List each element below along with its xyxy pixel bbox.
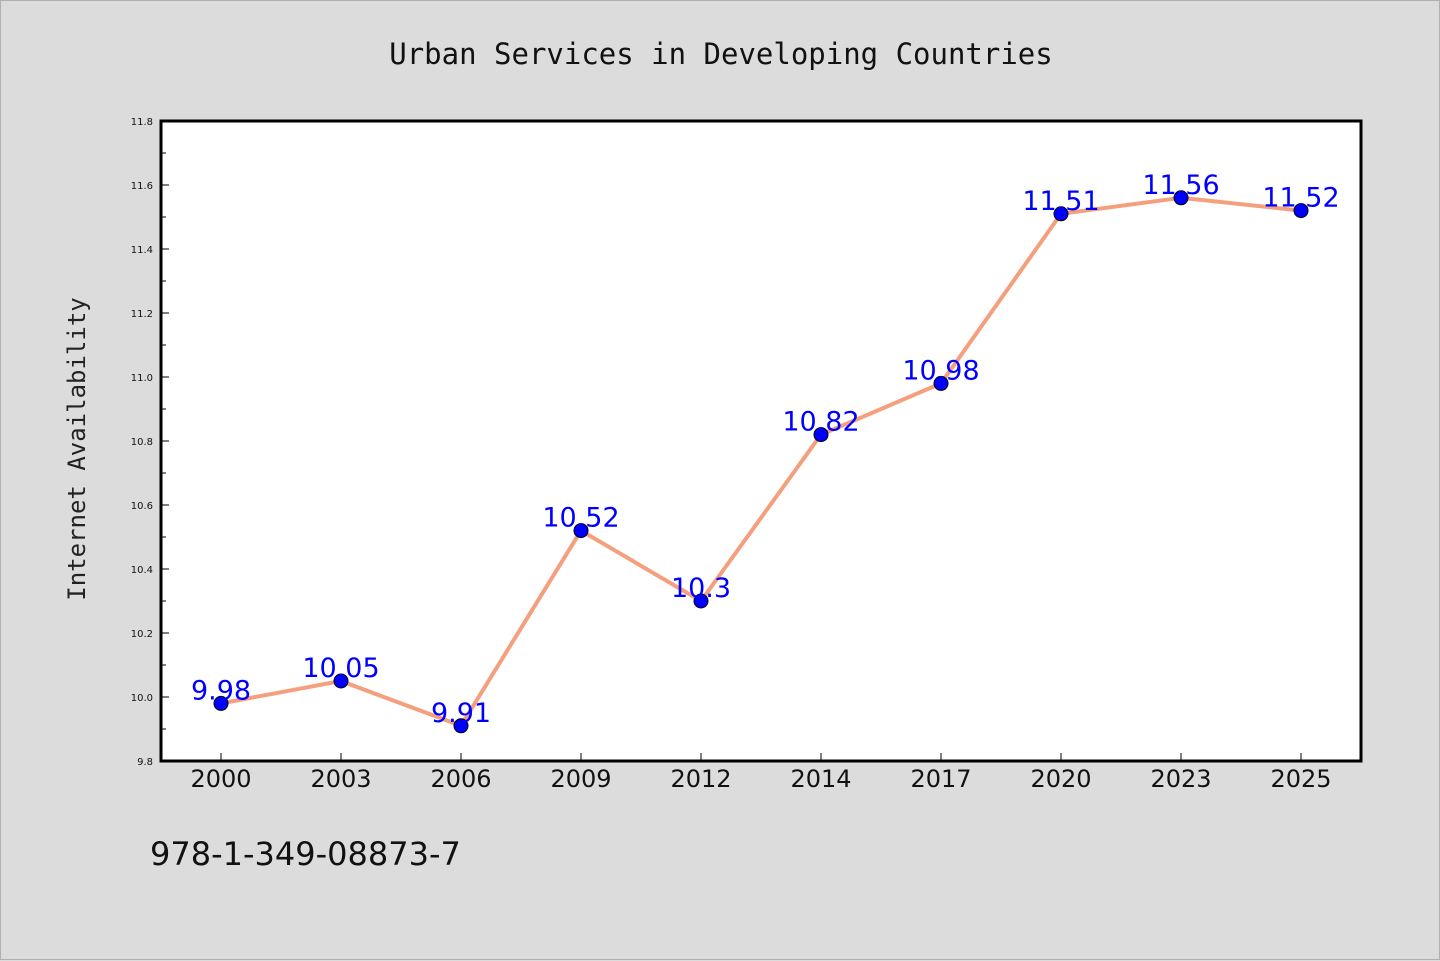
y-tick-label: 11.4 — [131, 245, 153, 256]
x-tick-label: 2020 — [1030, 765, 1091, 793]
y-tick-label: 11.6 — [131, 181, 153, 192]
data-point — [693, 593, 709, 609]
x-tick-label: 2017 — [910, 765, 971, 793]
y-tick-label: 10.6 — [131, 501, 153, 512]
x-tick-label: 2006 — [430, 765, 491, 793]
plot-area — [159, 119, 1363, 763]
data-point — [333, 673, 349, 689]
data-point — [1293, 203, 1309, 219]
data-point — [573, 523, 589, 539]
data-label: 9.91 — [431, 698, 491, 729]
series-line — [220, 195, 1302, 728]
data-point — [213, 695, 229, 711]
data-labels-group: 9.98 10.05 9.91 10.52 10.3 10.82 10.98 11.51 11.… — [191, 170, 1340, 729]
footer-isbn: 978-1-349-08873-7 — [150, 835, 461, 873]
data-label: 11.51 — [1022, 186, 1099, 217]
data-label: 10.05 — [302, 653, 379, 684]
data-point — [1053, 206, 1069, 222]
data-label: 10.82 — [782, 407, 859, 438]
y-axis-label: Internet Availability — [63, 297, 91, 600]
data-point — [933, 375, 949, 391]
y-tick-label: 11.8 — [131, 117, 153, 128]
x-tick-label: 2012 — [670, 765, 731, 793]
x-tick-label: 2003 — [310, 765, 371, 793]
y-tick-label: 10.4 — [131, 565, 153, 576]
y-tick-label: 9.8 — [137, 757, 153, 768]
x-axis: 2000 2003 2006 2009 2012 2014 2017 2020 2023 2025 — [190, 753, 1332, 793]
x-tick-label: 2023 — [1150, 765, 1211, 793]
y-tick-label: 11.2 — [131, 309, 153, 320]
data-label: 11.56 — [1142, 170, 1219, 201]
x-tick-label: 2025 — [1270, 765, 1331, 793]
x-tick-label: 2000 — [190, 765, 251, 793]
y-tick-label: 11.0 — [131, 373, 153, 384]
y-tick-label: 10.0 — [131, 693, 153, 704]
chart-title: Urban Services in Developing Countries — [389, 37, 1052, 71]
x-tick-label: 2009 — [550, 765, 611, 793]
y-tick-label: 10.8 — [131, 437, 153, 448]
data-label: 10.3 — [671, 573, 731, 604]
series-line-group — [220, 195, 1302, 728]
y-axis: 9.8 10.0 10.2 10.4 10.6 10.8 11.0 11.2 11.4 11.6 1… — [131, 117, 169, 768]
data-label: 10.98 — [902, 355, 979, 386]
data-label: 10.52 — [542, 503, 619, 534]
data-label: 9.98 — [191, 675, 251, 706]
data-point — [453, 718, 469, 734]
data-label: 11.52 — [1262, 183, 1339, 214]
markers-group — [213, 190, 1309, 734]
data-point — [1173, 190, 1189, 206]
y-tick-label: 10.2 — [131, 629, 153, 640]
data-point — [813, 427, 829, 443]
x-tick-label: 2014 — [790, 765, 851, 793]
